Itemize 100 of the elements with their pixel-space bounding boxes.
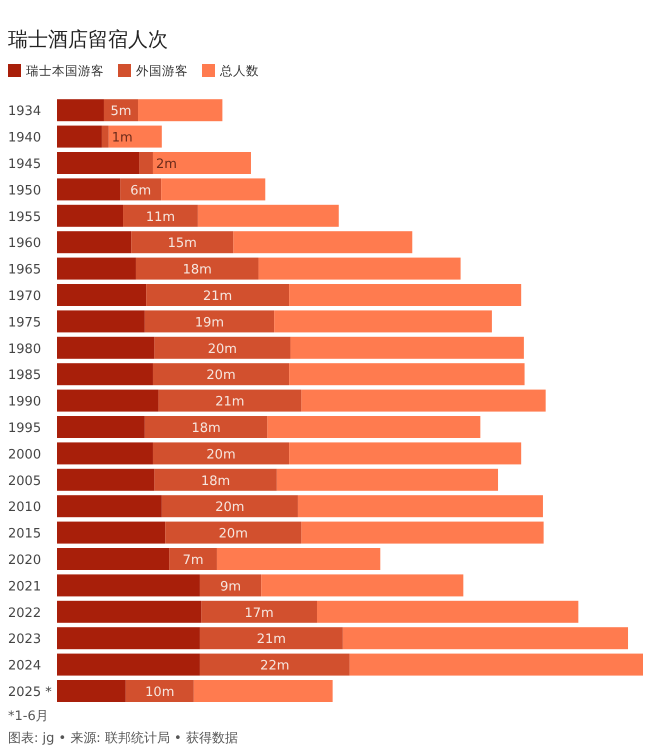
bar: [342, 627, 628, 650]
data-label: 10m: [145, 685, 174, 700]
bar: [200, 574, 262, 596]
y-tick-label: 2025 *: [8, 685, 52, 700]
bar: [57, 152, 140, 174]
bar: [258, 258, 461, 280]
bar: [57, 416, 145, 438]
data-label: 11m: [146, 210, 176, 225]
data-label: 15m: [168, 236, 197, 252]
bar: [158, 390, 302, 412]
bar: [194, 680, 333, 702]
bar: [201, 600, 317, 623]
bar: [57, 468, 154, 491]
y-tick-label: 1990: [8, 394, 42, 410]
bar: [57, 99, 104, 122]
data-label: 2m: [156, 157, 177, 172]
bar: [57, 258, 136, 280]
data-label: 9m: [220, 579, 242, 594]
bar: [216, 548, 380, 570]
chart-title: 瑞士酒店留宿人次: [8, 27, 168, 51]
bar: [57, 654, 200, 676]
y-tick-label: 1995: [8, 421, 42, 436]
bar: [57, 390, 158, 412]
bar: [57, 204, 124, 227]
bar: [144, 416, 268, 438]
y-tick-label: 1985: [8, 368, 42, 384]
y-tick-label: 2022: [8, 606, 42, 621]
bar: [57, 363, 153, 386]
bar: [165, 522, 302, 544]
y-tick-label: 1940: [8, 130, 42, 146]
bar: [162, 495, 298, 518]
bar: [289, 442, 522, 464]
bar: [276, 468, 498, 491]
y-tick-label: 1960: [8, 236, 42, 252]
bar: [57, 574, 200, 596]
bar: [301, 522, 544, 544]
y-tick-label: 1970: [8, 289, 42, 304]
y-tick-label: 2005: [8, 474, 42, 489]
data-label: 21m: [203, 289, 232, 304]
bar: [289, 284, 522, 306]
data-label: 22m: [260, 658, 290, 674]
text: *1-6月: [8, 709, 49, 724]
bar: [154, 468, 277, 491]
y-tick-label: 2000: [8, 447, 42, 462]
y-tick-label: 1980: [8, 342, 42, 357]
data-label: 19m: [194, 315, 224, 330]
bar: [57, 126, 102, 148]
bar: [57, 178, 120, 200]
bar: [274, 310, 492, 332]
bar: [139, 152, 153, 174]
data-label: 18m: [191, 421, 221, 436]
bar: [57, 284, 146, 306]
bar: [126, 680, 194, 702]
y-tick-label: 2010: [8, 500, 42, 516]
bar: [146, 284, 290, 306]
data-label: 20m: [206, 368, 236, 384]
bar: [57, 310, 145, 332]
bar: [57, 680, 126, 702]
bar: [198, 204, 339, 227]
y-tick-label: 2015: [8, 526, 42, 542]
data-label: 18m: [200, 474, 230, 489]
y-tick-label: 1950: [8, 183, 42, 198]
bar: [152, 152, 251, 174]
y-tick-label: 1945: [8, 157, 42, 172]
y-tick-label: 1975: [8, 315, 42, 330]
y-tick-label: 1934: [8, 104, 42, 120]
y-tick-label: 2020: [8, 553, 42, 568]
bar: [123, 204, 198, 227]
y-tick-label: 2023: [8, 632, 42, 648]
bar: [108, 126, 162, 148]
bar: [152, 442, 290, 464]
bar: [57, 600, 202, 623]
data-label: 20m: [208, 342, 237, 357]
y-tick-label: 2024: [8, 658, 42, 674]
data-label: 20m: [218, 526, 248, 542]
bar: [169, 548, 217, 570]
data-label: 5m: [110, 104, 132, 120]
bar: [57, 522, 166, 544]
bar: [102, 126, 109, 148]
bar: [233, 231, 412, 254]
y-tick-label: 1955: [8, 210, 42, 225]
bar: [200, 654, 350, 676]
bar: [154, 336, 290, 359]
y-tick-label: 1965: [8, 262, 42, 278]
data-label: 21m: [215, 394, 244, 410]
y-tick-label: 2021: [8, 579, 42, 594]
bar: [131, 231, 234, 254]
data-label: 20m: [215, 500, 244, 516]
data-label: 20m: [206, 447, 236, 462]
bar: [152, 363, 290, 386]
bar: [138, 99, 222, 122]
bar: [136, 258, 258, 280]
data-label: 1m: [112, 130, 133, 146]
data-label: 6m: [130, 183, 152, 198]
bar: [289, 363, 525, 386]
bar: [57, 231, 132, 254]
bar: [290, 336, 524, 359]
bar: [298, 495, 543, 518]
bar: [261, 574, 464, 596]
bar: [316, 600, 578, 623]
